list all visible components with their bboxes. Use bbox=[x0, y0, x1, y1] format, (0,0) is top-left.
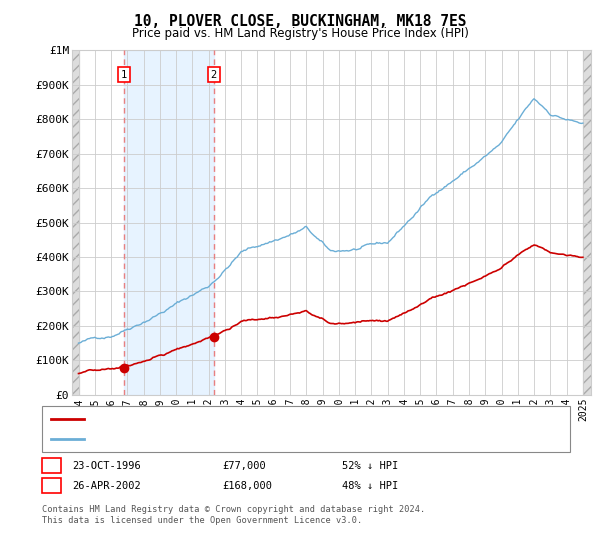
Text: 1: 1 bbox=[121, 69, 127, 80]
Bar bbox=[583, 50, 591, 395]
Text: 48% ↓ HPI: 48% ↓ HPI bbox=[342, 481, 398, 491]
Text: HPI: Average price, detached house, Buckinghamshire: HPI: Average price, detached house, Buck… bbox=[90, 434, 396, 444]
Text: 2: 2 bbox=[49, 481, 55, 491]
Bar bbox=[583, 50, 591, 395]
Bar bbox=[72, 50, 79, 395]
Text: Price paid vs. HM Land Registry's House Price Index (HPI): Price paid vs. HM Land Registry's House … bbox=[131, 27, 469, 40]
Text: 26-APR-2002: 26-APR-2002 bbox=[72, 481, 141, 491]
Text: 23-OCT-1996: 23-OCT-1996 bbox=[72, 461, 141, 471]
Text: 10, PLOVER CLOSE, BUCKINGHAM, MK18 7ES (detached house): 10, PLOVER CLOSE, BUCKINGHAM, MK18 7ES (… bbox=[90, 414, 420, 424]
Text: £77,000: £77,000 bbox=[222, 461, 266, 471]
Bar bbox=[124, 50, 214, 395]
Text: Contains HM Land Registry data © Crown copyright and database right 2024.
This d: Contains HM Land Registry data © Crown c… bbox=[42, 505, 425, 525]
Text: 10, PLOVER CLOSE, BUCKINGHAM, MK18 7ES: 10, PLOVER CLOSE, BUCKINGHAM, MK18 7ES bbox=[134, 14, 466, 29]
Text: £168,000: £168,000 bbox=[222, 481, 272, 491]
Text: 1: 1 bbox=[49, 461, 55, 471]
Bar bbox=[72, 50, 79, 395]
Text: 52% ↓ HPI: 52% ↓ HPI bbox=[342, 461, 398, 471]
Text: 2: 2 bbox=[211, 69, 217, 80]
